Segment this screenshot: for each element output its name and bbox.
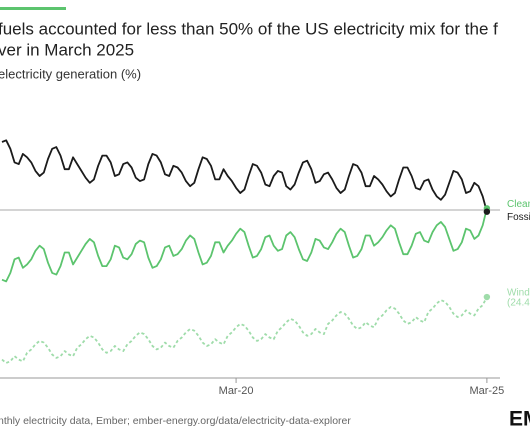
x-tick-label: Mar-25	[469, 385, 504, 397]
chart-title: ver in March 2025	[0, 40, 134, 59]
value-label: (24.4	[507, 298, 530, 309]
series-line	[1, 296, 488, 364]
x-tick-label: Mar-20	[219, 385, 254, 397]
series-label: Clean	[507, 199, 530, 210]
series-label: Fossil	[507, 212, 530, 223]
end-dot	[483, 208, 491, 215]
accent-bar	[0, 7, 66, 10]
logo: EM	[509, 408, 530, 431]
series-label: Wind	[507, 288, 530, 299]
end-dot	[483, 293, 491, 301]
source: nthly electricity data, Ember; ember-ene…	[0, 415, 351, 427]
chart-title: fuels accounted for less than 50% of the…	[0, 19, 498, 38]
series-line	[1, 139, 488, 212]
subtitle: electricity generation (%)	[0, 66, 141, 81]
series-line	[1, 208, 488, 283]
